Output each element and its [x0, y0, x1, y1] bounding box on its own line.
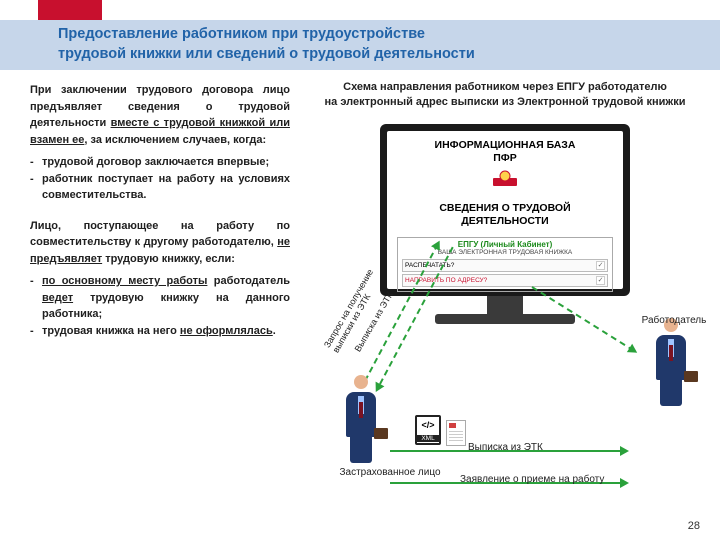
exc-item-2: работник поступает на работу на условиях…: [30, 171, 290, 204]
exc-item-1: трудовой договор заключается впервые;: [30, 154, 290, 171]
xml-file-icon: [415, 415, 441, 445]
label-insured: Застрахованное лицо: [330, 467, 450, 478]
b1-u1: по основному месту работы: [42, 275, 207, 287]
scheme-diagram: Схема направления работником через ЕПГУ …: [310, 80, 700, 520]
title-line-2: трудовой книжки или сведений о трудовой …: [58, 45, 700, 65]
employer-icon: [650, 318, 692, 406]
brand-red-block: [38, 0, 102, 20]
monitor-bezel: ИНФОРМАЦИОННАЯ БАЗА ПФР СВЕДЕНИЯ О ТРУДО…: [380, 124, 630, 296]
exception-list-2: по основному месту работы работодатель в…: [30, 273, 290, 339]
page-number: 28: [688, 520, 700, 532]
document-icon: [446, 420, 466, 446]
btn1-label: РАСПЕЧАТАТЬ?: [405, 262, 454, 269]
monitor-stand-neck: [487, 296, 523, 314]
b2-under: не оформлялась: [180, 325, 273, 337]
label-extract: Выписка из ЭТК: [468, 442, 543, 453]
b1-u2: ведет: [42, 292, 73, 304]
b2: трудовая книжка на него не оформлялась.: [30, 323, 290, 340]
db-sub: СВЕДЕНИЯ О ТРУДОВОЙ ДЕЯТЕЛЬНОСТИ: [397, 202, 613, 227]
b1-post: трудовую книжку на данного работника;: [42, 292, 290, 321]
title-line-1: Предоставление работником при трудоустро…: [58, 25, 700, 45]
scheme-title-l2: на электронный адрес выписки из Электрон…: [310, 95, 700, 110]
insured-person-icon: [340, 375, 382, 463]
p2-post: трудовую книжку, если:: [102, 253, 235, 265]
epgu-btn-print: РАСПЕЧАТАТЬ? ✓: [402, 259, 608, 272]
monitor-screen: ИНФОРМАЦИОННАЯ БАЗА ПФР СВЕДЕНИЯ О ТРУДО…: [387, 131, 623, 289]
paragraph-2: Лицо, поступающее на работу по совместит…: [30, 218, 290, 268]
monitor-stand-base: [435, 314, 575, 324]
title-bar: Предоставление работником при трудоустро…: [0, 20, 720, 70]
label-employer: Работодатель: [638, 315, 710, 326]
scheme-title: Схема направления работником через ЕПГУ …: [310, 80, 700, 110]
left-text-column: При заключении трудового договора лицо п…: [30, 82, 290, 353]
db-title: ИНФОРМАЦИОННАЯ БАЗА ПФР: [397, 139, 613, 164]
b1-mid: работодатель: [207, 275, 290, 287]
scheme-title-l1: Схема направления работником через ЕПГУ …: [310, 80, 700, 95]
epgu-panel: ЕПГУ (Личный Кабинет) ВАША ЭЛЕКТРОННАЯ Т…: [397, 237, 613, 291]
p1-post: , за исключением случаев, когда:: [84, 134, 266, 146]
p2-pre: Лицо, поступающее на работу по совместит…: [30, 220, 290, 249]
sub-l1: СВЕДЕНИЯ О ТРУДОВОЙ: [397, 202, 613, 215]
check-icon: ✓: [596, 276, 605, 285]
paragraph-1: При заключении трудового договора лицо п…: [30, 82, 290, 148]
exception-list-1: трудовой договор заключается впервые; ра…: [30, 154, 290, 204]
b2-post: .: [273, 325, 276, 337]
b1: по основному месту работы работодатель в…: [30, 273, 290, 323]
label-application: Заявление о приеме на работу: [460, 474, 604, 485]
b2-pre: трудовая книжка на него: [42, 325, 180, 337]
db-l1: ИНФОРМАЦИОННАЯ БАЗА: [397, 139, 613, 152]
briefcase-icon: [684, 371, 698, 382]
briefcase-icon: [374, 428, 388, 439]
check-icon: ✓: [596, 261, 605, 270]
pfr-logo-icon: [491, 170, 519, 188]
sub-l2: ДЕЯТЕЛЬНОСТИ: [397, 215, 613, 228]
db-l2: ПФР: [397, 152, 613, 165]
monitor-icon: ИНФОРМАЦИОННАЯ БАЗА ПФР СВЕДЕНИЯ О ТРУДО…: [380, 124, 630, 334]
